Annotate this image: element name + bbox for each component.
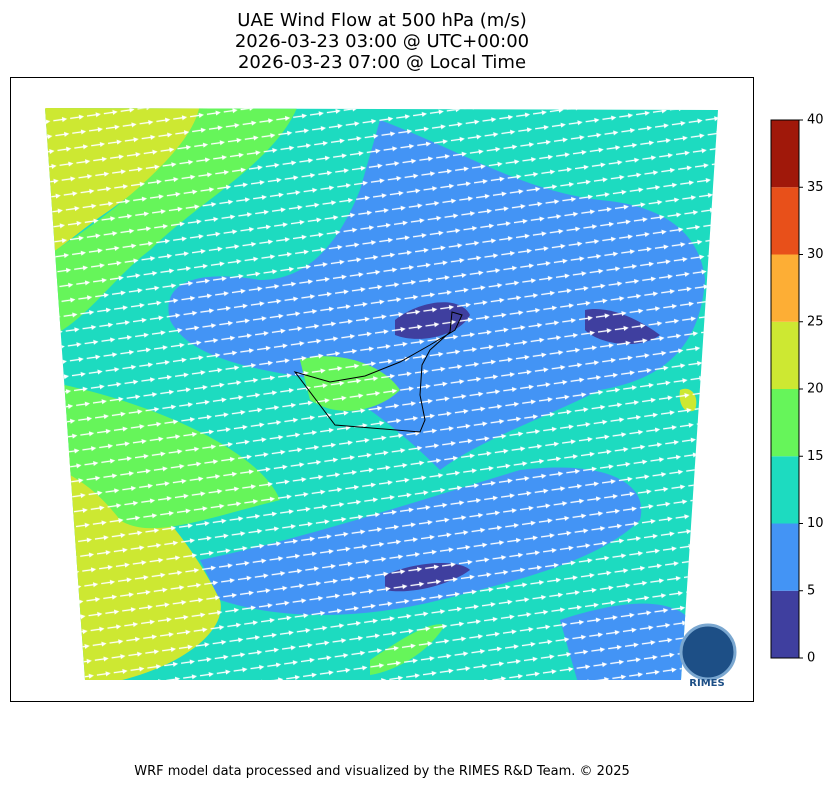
colorbar-segment (771, 254, 799, 322)
title-line: UAE Wind Flow at 500 hPa (m/s) (237, 10, 526, 31)
logo-label: RIMES (689, 678, 724, 689)
title-line: 2026-03-23 07:00 @ Local Time (238, 52, 526, 73)
colorbar-segment (771, 321, 799, 389)
colorbar-tick-label: 35 (807, 180, 824, 195)
colorbar-tick-label: 25 (807, 314, 824, 329)
colorbar-tick-label: 0 (807, 651, 815, 666)
country-outline (293, 311, 463, 433)
logo-emblem (679, 623, 737, 681)
logo: RIMES (679, 623, 737, 689)
colorbar-segment (771, 120, 799, 188)
colorbar-tick-label: 15 (807, 449, 824, 464)
wind-map (45, 108, 718, 680)
colorbar-segment (771, 523, 799, 591)
map-frame (10, 77, 754, 702)
colorbar-tick-label: 20 (807, 382, 824, 397)
colorbar-segment (771, 590, 799, 658)
colorbar-segment (771, 456, 799, 524)
colorbar-tick-label: 5 (807, 583, 815, 598)
colorbar-segment (771, 187, 799, 255)
footer: WRF model data processed and visualized … (134, 764, 630, 779)
colorbar-segment (771, 389, 799, 457)
colorbar: 0 5 10 15 20 25 30 35 40 (770, 113, 824, 666)
colorbar-tick-label: 10 (807, 516, 824, 531)
colorbar-tick-label: 30 (807, 247, 824, 262)
wind-arrows (45, 108, 718, 680)
colorbar-tick-label: 40 (807, 113, 824, 128)
title-line: 2026-03-23 03:00 @ UTC+00:00 (235, 31, 529, 52)
